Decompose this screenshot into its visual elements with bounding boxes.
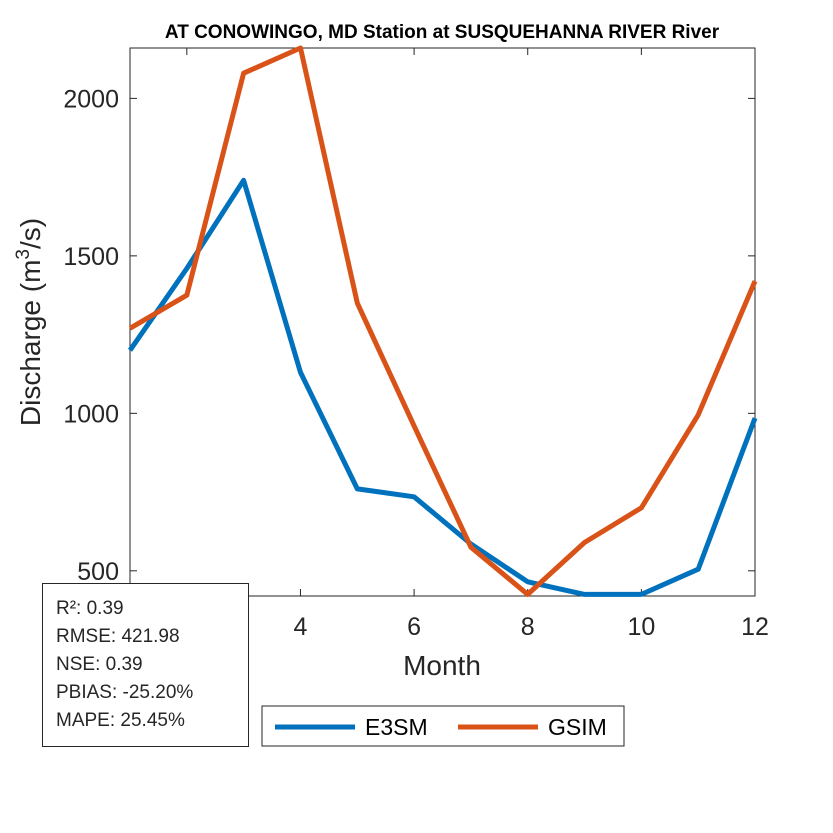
y-tick-label: 1000 xyxy=(63,400,119,428)
stat-nse: NSE: 0.39 xyxy=(56,654,143,675)
stat-r2: R²: 0.39 xyxy=(56,598,124,619)
stat-rmse: RMSE: 421.98 xyxy=(56,626,180,647)
stat-pbias: PBIAS: -25.20% xyxy=(56,682,194,703)
y-axis-label: Discharge (m3/s) xyxy=(13,218,46,426)
legend-label-gsim: GSIM xyxy=(548,714,607,740)
stat-mape: MAPE: 25.45% xyxy=(56,710,185,731)
series-line-e3sm xyxy=(127,177,758,597)
stats-box: R²: 0.39 RMSE: 421.98 NSE: 0.39 PBIAS: -… xyxy=(42,583,249,747)
series-line-gsim xyxy=(128,45,758,597)
legend-label-e3sm: E3SM xyxy=(365,714,428,740)
y-tick-label: 1500 xyxy=(63,243,119,271)
x-tick-label: 4 xyxy=(294,613,308,641)
series-lines xyxy=(127,45,758,597)
plot-area xyxy=(129,47,756,597)
y-axis-label-sup: 3 xyxy=(13,249,34,260)
y-axis-label-pre: Discharge (m xyxy=(15,260,46,426)
x-tick-label: 8 xyxy=(521,613,535,641)
y-tick-label: 500 xyxy=(77,558,119,586)
x-tick-label: 12 xyxy=(741,613,769,641)
y-tick-label: 2000 xyxy=(63,85,119,113)
axis-ticks: 4 6 8 10 12 500 1000 1500 2000 xyxy=(63,48,769,641)
x-tick-label: 6 xyxy=(407,613,421,641)
x-tick-label: 10 xyxy=(627,613,655,641)
chart-title: AT CONOWINGO, MD Station at SUSQUEHANNA … xyxy=(165,22,720,43)
y-axis-label-post: /s) xyxy=(15,218,46,249)
x-axis-label: Month xyxy=(403,650,481,681)
legend: E3SM GSIM xyxy=(261,705,625,747)
